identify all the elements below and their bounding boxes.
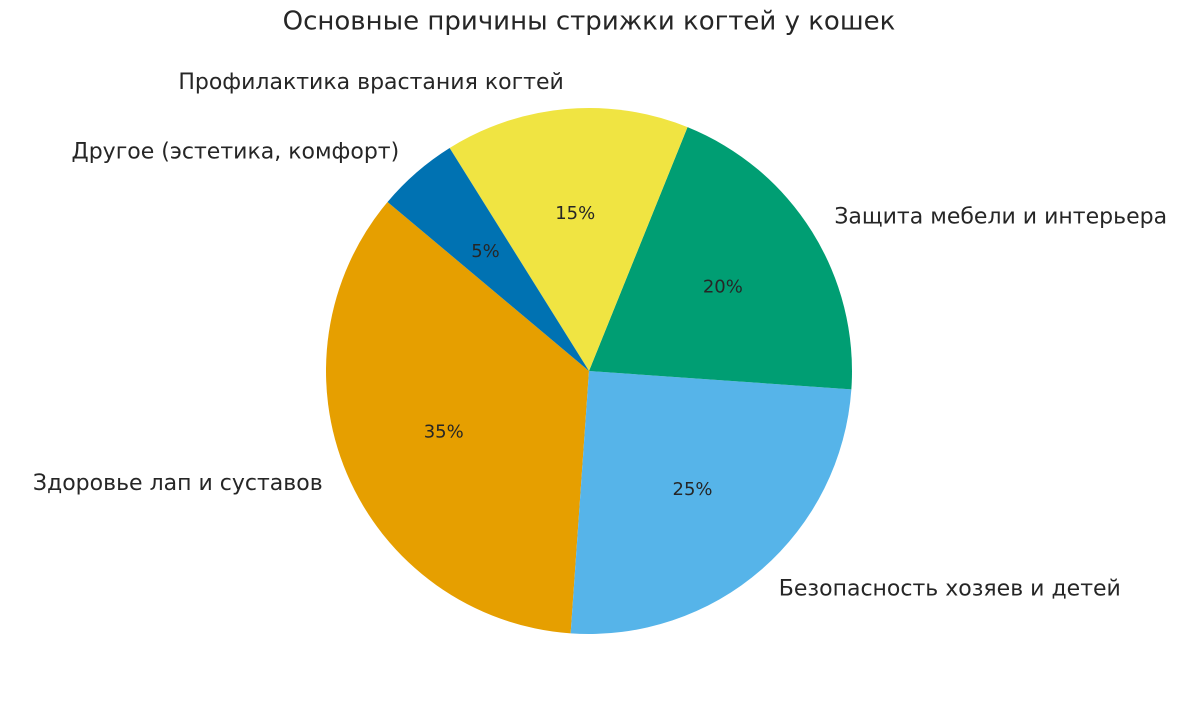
- percent-label: 5%: [471, 241, 500, 262]
- percent-label: 35%: [424, 422, 464, 443]
- slice-label: Другое (эстетика, комфорт): [72, 140, 400, 165]
- percent-label: 25%: [673, 479, 713, 500]
- percent-label: 15%: [555, 203, 595, 224]
- slice-label: Профилактика врастания когтей: [178, 70, 563, 95]
- pie-slice: [449, 108, 688, 372]
- pie-slice: [589, 127, 853, 390]
- slice-label: Защита мебели и интерьера: [834, 205, 1167, 230]
- chart-title: Основные причины стрижки когтей у кошек: [283, 7, 896, 37]
- slice-label: Здоровье лап и суставов: [33, 471, 323, 496]
- slice-label: Безопасность хозяев и детей: [779, 576, 1121, 601]
- pie-slice: [325, 201, 589, 634]
- pie-slice: [570, 371, 852, 634]
- pie-slice: [387, 147, 589, 371]
- percent-label: 20%: [703, 276, 743, 297]
